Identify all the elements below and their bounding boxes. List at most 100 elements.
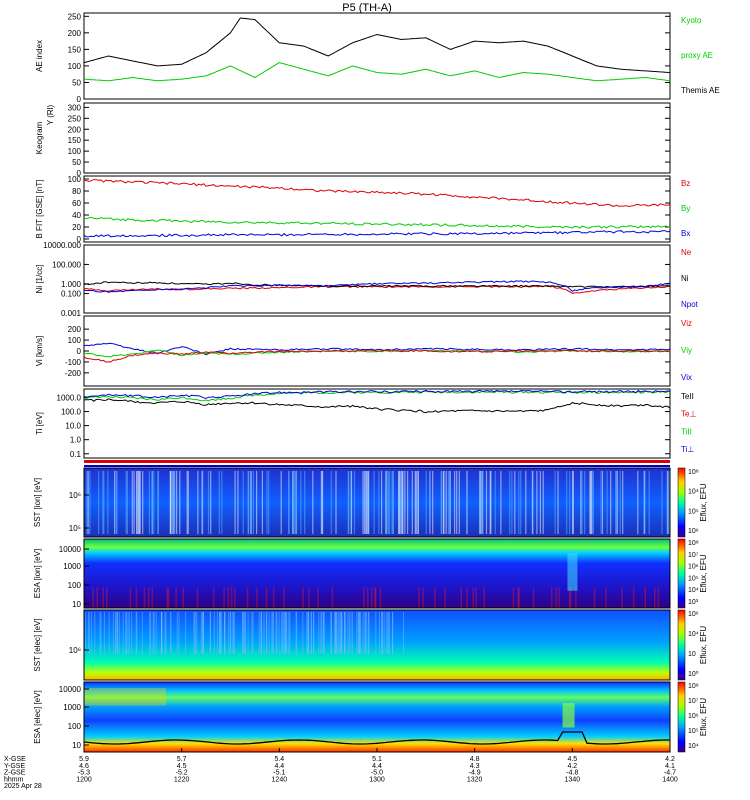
sst_i-streak: [89, 471, 90, 534]
ephemeris-bar-gap: [84, 463, 670, 465]
sst_e-streak: [337, 612, 338, 654]
sst_i-streak: [443, 471, 444, 534]
sst_e-streak: [382, 612, 383, 654]
sst_e-colorbar-tick: 10⁲: [688, 651, 696, 658]
xaxis-value: 1240: [272, 776, 288, 783]
sst_i-streak: [127, 471, 128, 534]
sst_e-streak: [313, 612, 314, 654]
esa_i-streak: [558, 587, 560, 608]
bfield-series-Bx: [84, 231, 670, 237]
esa_i-streak: [363, 587, 365, 608]
sst_i-streak: [210, 471, 211, 534]
sst_i-streak: [399, 471, 400, 534]
sst_e-streak: [214, 612, 215, 654]
xaxis-row-label: 2025 Apr 28: [4, 783, 42, 790]
sst_e-streak: [283, 612, 284, 654]
bfield-ytick-label: 40: [72, 211, 81, 220]
sst_i-streak: [616, 471, 617, 534]
sst_e-streak: [331, 612, 332, 654]
sst_e-streak: [196, 612, 197, 654]
sst_i-streak: [637, 471, 638, 534]
sst_i-streak: [331, 471, 332, 534]
bfield-ytick-label: 60: [72, 199, 81, 208]
sst_e-ytick-label: 10⁶: [69, 646, 81, 655]
sst_i-streak: [98, 471, 99, 534]
sst_e-streak: [379, 612, 380, 654]
esa_i-colorbar-tick: 10⁸: [688, 540, 699, 547]
sst_i-colorbar-tick: 10⁶: [688, 528, 699, 535]
sst_i-streak: [321, 471, 322, 534]
sst_e-streak: [194, 612, 195, 654]
sst_e-streak: [230, 612, 231, 654]
sst_e-streak: [131, 612, 132, 654]
sst_i-streak: [235, 471, 236, 534]
sst_i-colorbar-label: Eflux, EFU: [699, 483, 708, 521]
sst_e-streak: [264, 612, 265, 654]
sst_e-streak: [366, 612, 367, 654]
sst_e-streak: [284, 612, 285, 654]
sst_i-streak: [348, 471, 349, 534]
sst_e-streak: [149, 612, 150, 654]
esa_e-ytick-label: 1000: [63, 703, 81, 712]
sst_e-streak: [154, 612, 155, 654]
density-ytick-label: 10000.000: [43, 241, 81, 250]
sst_i-streak: [364, 471, 365, 534]
esa_i-streak: [256, 587, 258, 608]
bfield-ylabel: B FIT [GSE] [nT]: [35, 180, 44, 239]
sst_e-streak: [338, 612, 339, 654]
sst_e-spectrogram: [84, 610, 670, 680]
temp-legend-1: Te⊥: [681, 410, 696, 419]
ephemeris-bar-blue: [84, 465, 670, 467]
bfield-frame: [84, 176, 670, 242]
sst_i-streak: [170, 471, 171, 534]
sst_i-streak: [378, 471, 379, 534]
sst_e-streak: [307, 612, 308, 654]
esa_e-ytick-label: 10: [72, 741, 81, 750]
esa_i-streak: [621, 587, 623, 608]
sst_e-streak: [109, 612, 110, 654]
bfield-legend-0: Bz: [681, 179, 690, 188]
esa_i-streak: [92, 587, 94, 608]
velocity-ytick-label: -100: [65, 358, 82, 367]
bfield-ytick-label: 20: [72, 223, 81, 232]
sst_i-streak: [142, 471, 143, 534]
sst_e-streak: [302, 612, 303, 654]
sst_e-colorbar-tick: 10⁰: [688, 670, 699, 678]
sst_e-streak: [113, 612, 114, 654]
sst_e-colorbar-label: Eflux, EFU: [699, 626, 708, 664]
sst_e-streak: [340, 612, 341, 654]
sst_e-streak: [321, 612, 322, 654]
sst_e-streak: [185, 612, 186, 654]
esa_i-colorbar-label: Eflux, EFU: [699, 554, 708, 592]
sst_i-streak: [525, 471, 526, 534]
sst_e-streak: [129, 612, 130, 654]
sst_e-streak: [248, 612, 249, 654]
velocity-legend-2: Vix: [681, 373, 692, 382]
esa_e-ytick-label: 100: [68, 722, 82, 731]
sst_i-streak: [466, 471, 467, 534]
xaxis-value: 1340: [565, 776, 581, 783]
sst_e-streak: [259, 612, 260, 654]
esa_i-enhancement: [567, 553, 577, 591]
esa_i-streak: [175, 587, 177, 608]
sst_e-streak: [232, 612, 233, 654]
sst_i-streak: [441, 471, 442, 534]
temp-frame: [84, 389, 670, 458]
esa_i-streak: [228, 587, 230, 608]
sst_e-streak: [359, 612, 360, 654]
sst_e-streak: [288, 612, 289, 654]
sst_e-streak: [358, 612, 359, 654]
sst_i-streak: [402, 471, 403, 534]
sst_e-streak: [221, 612, 222, 654]
esa_i-streak: [332, 587, 334, 608]
sst_e-ylabel: SST [elec] [eV]: [33, 618, 42, 671]
ae-ytick-label: 100: [68, 62, 82, 71]
esa_i-streak: [317, 587, 319, 608]
sst_e-streak: [269, 612, 270, 654]
density-frame: [84, 245, 670, 313]
sst_e-streak: [318, 612, 319, 654]
sst_i-streak: [668, 471, 669, 534]
sst_e-streak: [242, 612, 243, 654]
sst_e-streak: [100, 612, 101, 654]
